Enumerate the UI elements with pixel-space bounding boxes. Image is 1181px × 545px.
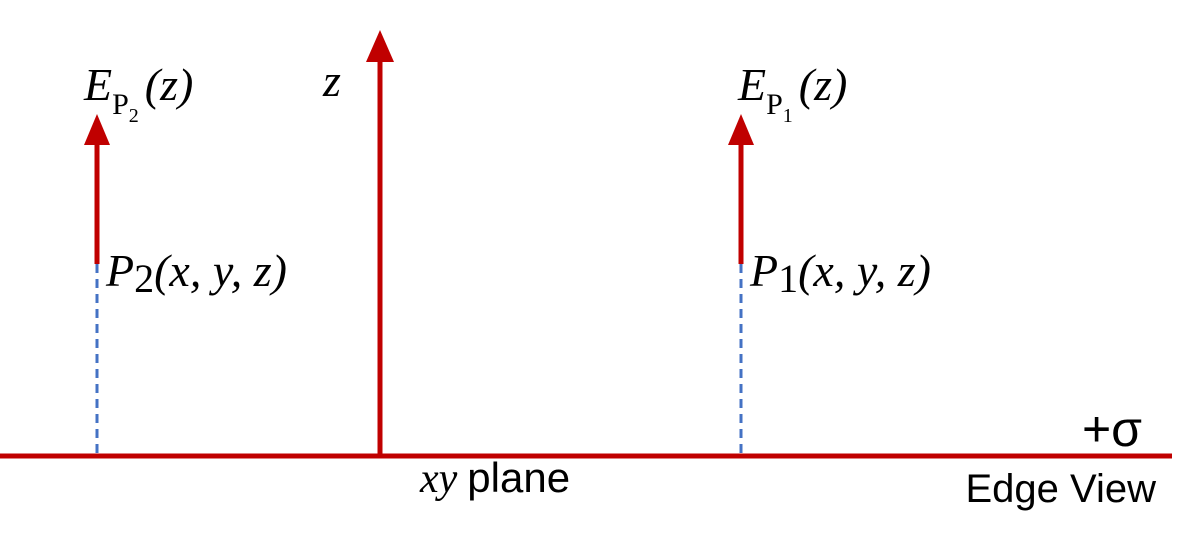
symbol: E — [83, 59, 112, 110]
subscript: 2 — [129, 105, 139, 127]
point-label: P2(x, y, z) — [105, 245, 287, 301]
field-label: EP1 (z) — [737, 59, 847, 127]
subscript: P — [112, 88, 129, 121]
subscript: 2 — [134, 256, 154, 301]
charge-label: +σ — [1082, 401, 1142, 457]
argument: (z) — [799, 59, 848, 110]
field-label: EP2 (z) — [83, 59, 193, 127]
plane-label: xy plane — [419, 454, 570, 502]
argument: (z) — [145, 59, 194, 110]
plane-text: plane — [467, 454, 570, 501]
field-arrowhead — [728, 114, 754, 145]
view-label: Edge View — [965, 467, 1156, 511]
argument: (x, y, z) — [798, 245, 931, 296]
subscript: 1 — [778, 256, 798, 301]
plane-symbol: xy — [419, 456, 458, 502]
field-arrowhead — [84, 114, 110, 145]
subscript: P — [766, 88, 783, 121]
symbol: E — [737, 59, 766, 110]
argument: (x, y, z) — [154, 245, 287, 296]
symbol: P — [749, 245, 778, 296]
subscript: 1 — [783, 105, 793, 127]
z-axis-arrowhead — [366, 30, 394, 62]
symbol: P — [105, 245, 134, 296]
point-label: P1(x, y, z) — [749, 245, 931, 301]
axis-label: z — [322, 55, 341, 106]
